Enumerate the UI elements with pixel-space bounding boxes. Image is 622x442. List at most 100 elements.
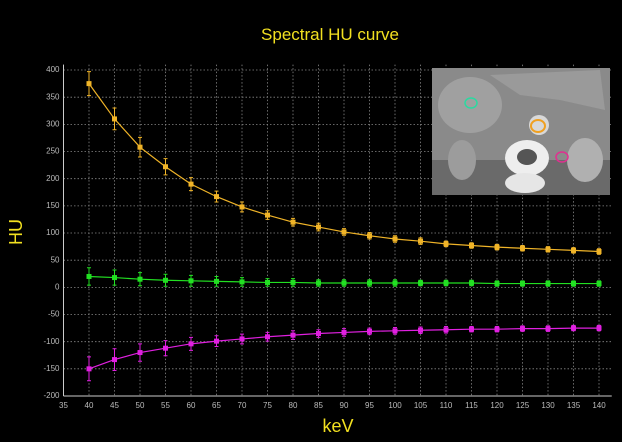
x-tick-label: 140: [592, 401, 606, 410]
y-axis-label: HU: [6, 219, 26, 245]
data-point: [163, 164, 168, 169]
data-point: [520, 326, 525, 331]
data-point: [112, 275, 117, 280]
data-point: [367, 329, 372, 334]
x-tick-label: 130: [541, 401, 555, 410]
x-tick-label: 120: [490, 401, 504, 410]
data-point: [316, 225, 321, 230]
data-point: [87, 366, 92, 371]
data-point: [87, 81, 92, 86]
y-tick-label: 400: [46, 65, 60, 74]
x-tick-label: 105: [414, 401, 428, 410]
x-tick-label: 65: [212, 401, 221, 410]
data-point: [240, 204, 245, 209]
x-tick-label: 50: [136, 401, 145, 410]
data-point: [469, 280, 474, 285]
x-axis-label: keV: [322, 416, 353, 436]
x-tick-label: 125: [516, 401, 530, 410]
x-tick-label: 80: [289, 401, 298, 410]
y-tick-label: -100: [43, 337, 60, 346]
x-tick-label: 60: [187, 401, 196, 410]
chart-title: Spectral HU curve: [261, 25, 399, 44]
data-point: [163, 278, 168, 283]
data-point: [546, 247, 551, 252]
data-point: [597, 249, 602, 254]
y-tick-label: 200: [46, 174, 60, 183]
ct-inset: [432, 68, 610, 195]
data-point: [138, 277, 143, 282]
y-tick-label: 100: [46, 228, 60, 237]
data-point: [342, 280, 347, 285]
data-point: [495, 281, 500, 286]
data-point: [469, 327, 474, 332]
data-point: [393, 328, 398, 333]
data-point: [214, 279, 219, 284]
data-point: [189, 341, 194, 346]
x-tick-label: 45: [110, 401, 119, 410]
data-point: [291, 280, 296, 285]
y-tick-label: 350: [46, 92, 60, 101]
data-point: [367, 280, 372, 285]
data-point: [342, 330, 347, 335]
x-tick-label: 135: [567, 401, 581, 410]
data-point: [520, 281, 525, 286]
x-tick-label: 85: [314, 401, 323, 410]
data-point: [138, 145, 143, 150]
x-tick-label: 55: [161, 401, 170, 410]
data-point: [444, 241, 449, 246]
data-point: [291, 333, 296, 338]
data-point: [571, 248, 576, 253]
x-tick-label: 110: [440, 401, 453, 410]
data-point: [291, 220, 296, 225]
data-point: [265, 280, 270, 285]
data-point: [214, 339, 219, 344]
data-point: [444, 280, 449, 285]
x-tick-label: 100: [388, 401, 402, 410]
data-point: [495, 245, 500, 250]
data-point: [520, 246, 525, 251]
data-point: [189, 182, 194, 187]
x-tick-label: 35: [59, 401, 68, 410]
y-tick-label: 150: [46, 201, 60, 210]
data-point: [112, 116, 117, 121]
y-tick-label: 0: [55, 282, 60, 291]
x-tick-label: 75: [263, 401, 272, 410]
x-tick-label: 70: [238, 401, 247, 410]
x-tick-label: 90: [340, 401, 349, 410]
data-point: [214, 194, 219, 199]
data-point: [393, 236, 398, 241]
background: [0, 0, 622, 442]
data-point: [265, 213, 270, 218]
data-point: [138, 350, 143, 355]
y-tick-label: -200: [43, 391, 60, 400]
data-point: [546, 326, 551, 331]
y-tick-label: -150: [43, 364, 60, 373]
data-point: [367, 233, 372, 238]
x-tick-label: 115: [465, 401, 478, 410]
data-point: [342, 229, 347, 234]
data-point: [418, 239, 423, 244]
y-tick-label: -50: [48, 310, 60, 319]
data-point: [163, 346, 168, 351]
data-point: [316, 331, 321, 336]
data-point: [112, 357, 117, 362]
chart: Spectral HU curve keV HU -200 -150 -100 -50…: [0, 0, 622, 442]
data-point: [240, 336, 245, 341]
data-point: [597, 281, 602, 286]
data-point: [87, 274, 92, 279]
data-point: [469, 243, 474, 248]
data-point: [316, 280, 321, 285]
data-point: [571, 281, 576, 286]
data-point: [418, 280, 423, 285]
data-point: [393, 280, 398, 285]
data-point: [189, 278, 194, 283]
data-point: [597, 326, 602, 331]
data-point: [495, 327, 500, 332]
y-tick-label: 50: [51, 255, 60, 264]
data-point: [265, 334, 270, 339]
x-tick-label: 40: [85, 401, 94, 410]
data-point: [444, 327, 449, 332]
data-point: [418, 328, 423, 333]
y-tick-label: 300: [46, 119, 60, 128]
data-point: [240, 279, 245, 284]
